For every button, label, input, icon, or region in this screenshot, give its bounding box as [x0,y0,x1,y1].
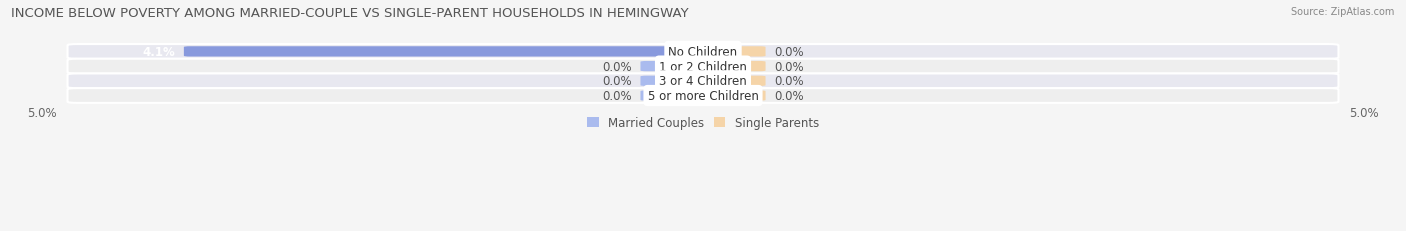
FancyBboxPatch shape [641,91,709,101]
FancyBboxPatch shape [641,76,709,87]
Text: No Children: No Children [668,46,738,59]
Text: Source: ZipAtlas.com: Source: ZipAtlas.com [1291,7,1395,17]
FancyBboxPatch shape [184,47,709,57]
FancyBboxPatch shape [67,74,1339,89]
Text: 1 or 2 Children: 1 or 2 Children [659,60,747,73]
Text: 0.0%: 0.0% [775,60,804,73]
Text: 0.0%: 0.0% [602,90,631,103]
Text: 5 or more Children: 5 or more Children [648,90,758,103]
FancyBboxPatch shape [697,47,765,57]
FancyBboxPatch shape [67,60,1339,74]
Text: INCOME BELOW POVERTY AMONG MARRIED-COUPLE VS SINGLE-PARENT HOUSEHOLDS IN HEMINGW: INCOME BELOW POVERTY AMONG MARRIED-COUPL… [11,7,689,20]
Text: 0.0%: 0.0% [602,60,631,73]
FancyBboxPatch shape [641,62,709,72]
FancyBboxPatch shape [67,45,1339,60]
FancyBboxPatch shape [697,91,765,101]
Text: 0.0%: 0.0% [602,75,631,88]
Text: 5.0%: 5.0% [1348,107,1378,120]
FancyBboxPatch shape [67,89,1339,103]
FancyBboxPatch shape [697,62,765,72]
Text: 0.0%: 0.0% [775,46,804,59]
Text: 5.0%: 5.0% [28,107,58,120]
Text: 0.0%: 0.0% [775,90,804,103]
Text: 0.0%: 0.0% [775,75,804,88]
FancyBboxPatch shape [697,76,765,87]
Text: 4.1%: 4.1% [142,46,176,59]
Text: 3 or 4 Children: 3 or 4 Children [659,75,747,88]
Legend: Married Couples, Single Parents: Married Couples, Single Parents [582,112,824,134]
